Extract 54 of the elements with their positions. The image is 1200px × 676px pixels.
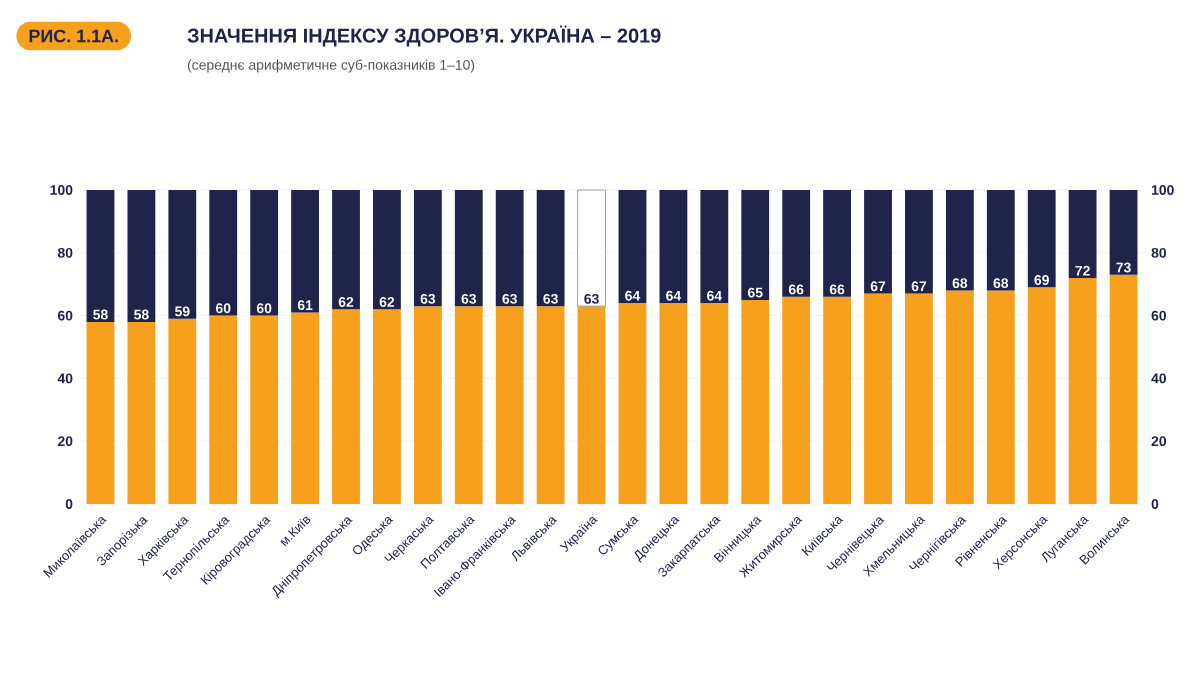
bar bbox=[986, 290, 1015, 504]
bar bbox=[291, 189, 319, 313]
bar bbox=[127, 189, 156, 322]
bar bbox=[291, 312, 319, 504]
bar bbox=[864, 189, 892, 294]
bar bbox=[741, 299, 770, 504]
bar bbox=[1027, 189, 1056, 288]
bar bbox=[168, 189, 197, 319]
bar bbox=[373, 309, 401, 504]
bar bbox=[495, 306, 524, 504]
text: РИС. 1.1А. bbox=[29, 29, 118, 43]
bar bbox=[577, 189, 606, 307]
bar bbox=[905, 189, 933, 294]
bar bbox=[945, 290, 974, 504]
bar bbox=[209, 315, 238, 504]
bar bbox=[332, 309, 360, 504]
bar bbox=[127, 321, 156, 504]
bar bbox=[250, 315, 279, 504]
bar bbox=[86, 321, 115, 504]
bar bbox=[659, 303, 688, 504]
bar bbox=[536, 189, 565, 307]
bar bbox=[373, 189, 401, 310]
bar bbox=[1068, 189, 1097, 278]
bar bbox=[782, 189, 811, 297]
bar bbox=[86, 189, 115, 322]
bar bbox=[782, 296, 811, 504]
bar bbox=[1068, 277, 1097, 504]
bar bbox=[618, 189, 647, 304]
bar bbox=[700, 189, 729, 304]
bar bbox=[864, 293, 892, 504]
bar bbox=[659, 189, 688, 304]
bar bbox=[413, 306, 442, 504]
bar bbox=[986, 189, 1015, 291]
bar bbox=[1027, 287, 1056, 504]
bar bbox=[413, 189, 442, 307]
bar bbox=[905, 293, 933, 504]
bar bbox=[700, 303, 729, 504]
bar bbox=[945, 189, 974, 291]
bar bbox=[495, 189, 524, 307]
bar bbox=[332, 189, 360, 310]
bar bbox=[250, 189, 279, 316]
bar bbox=[823, 189, 852, 297]
bar bbox=[1109, 189, 1138, 275]
chart-title: ЗНАЧЕННЯ ІНДЕКСУ ЗДОРОВ’Я. УКРАЇНА – 2019 bbox=[187, 25, 661, 47]
bar bbox=[741, 189, 770, 300]
bar bbox=[823, 296, 852, 504]
bar bbox=[618, 303, 647, 504]
bar bbox=[454, 189, 483, 307]
bar bbox=[209, 189, 238, 316]
bar bbox=[577, 306, 606, 504]
bar bbox=[168, 318, 197, 504]
bar bbox=[1109, 274, 1138, 504]
bar bbox=[536, 306, 565, 504]
bar bbox=[454, 306, 483, 504]
